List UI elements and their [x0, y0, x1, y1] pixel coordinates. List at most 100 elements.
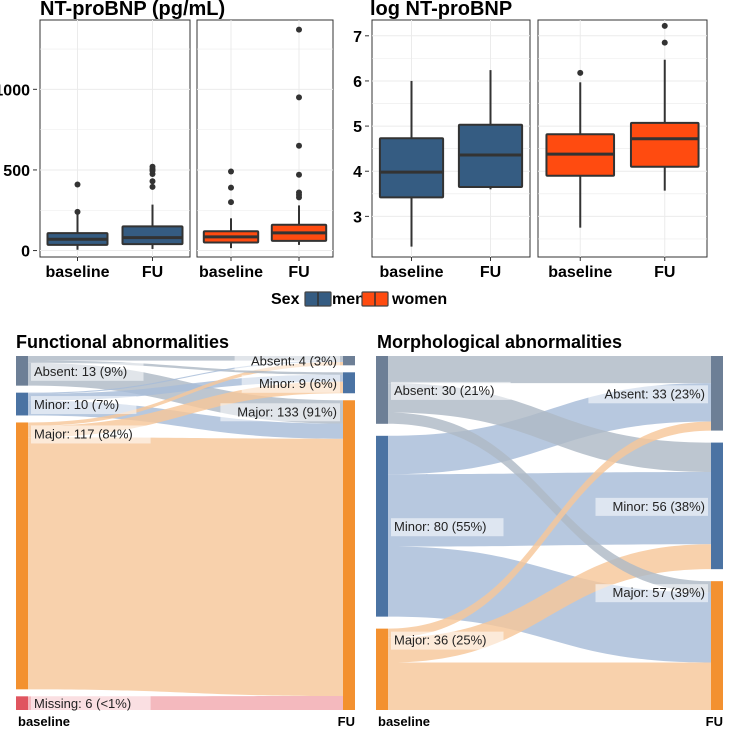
y-tick-label-1: 4: [353, 164, 362, 181]
outlier-point-men-FU-1: [149, 178, 156, 185]
box-men-FU: [121, 225, 184, 246]
label-bg-fu-minor: [241, 374, 340, 393]
label-baseline-major: Major: 117 (84%): [34, 426, 133, 441]
outlier-point-women-baseline-1: [228, 184, 234, 191]
outlier-point-women-FU-2: [296, 189, 302, 196]
panel-women: [196, 19, 334, 258]
label-bg-fu-absent: [234, 352, 340, 371]
boxplot-log-ntprobnp: 3 4 5 6 7 baseline FU baseline FU: [353, 19, 708, 281]
label-bg-fu-major: [220, 403, 340, 422]
label-fu-absent: Absent: 33 (23%): [605, 386, 705, 401]
y-tick-label-1: 500: [3, 163, 30, 180]
node-baseline-minor: [376, 435, 388, 617]
outlier-point-women-baseline-0: [228, 199, 234, 206]
node-baseline-major: [16, 422, 28, 690]
node-baseline-minor: [16, 392, 28, 416]
node-fu-major: [711, 581, 723, 710]
node-baseline-missing: [16, 696, 28, 710]
label-bg-baseline-major: [31, 425, 151, 444]
chart-title-functional: Functional abnormalities: [16, 332, 229, 352]
panel-men: [39, 19, 191, 258]
x-tick-label-men-FU: FU: [142, 264, 163, 281]
outlier-point-men-FU-5: [149, 163, 156, 170]
outlier-point-women-FU-6: [296, 26, 302, 33]
label-bg-baseline-missing: [31, 695, 151, 714]
outlier-point-men-baseline-1: [74, 181, 81, 188]
node-fu-major: [343, 400, 355, 710]
y-tick-label-3: 6: [353, 74, 362, 91]
outlier-point-women-FU-3: [296, 171, 302, 178]
x-tick-label-women-baseline: baseline: [199, 264, 263, 281]
flow-absent-to-major: [388, 412, 711, 593]
label-baseline-major: Major: 36 (25%): [394, 633, 486, 648]
node-fu-absent: [711, 356, 723, 431]
y-tick-label-0: 3: [353, 209, 362, 226]
legend: Sex men women: [271, 291, 447, 308]
axis-label-fu: FU: [338, 714, 355, 729]
label-baseline-absent: Absent: 13 (9%): [34, 364, 127, 379]
axis-label-baseline: baseline: [378, 714, 430, 729]
label-bg-baseline-minor: [31, 396, 137, 415]
y-tick-label-2: 1000: [0, 82, 30, 99]
node-fu-absent: [343, 356, 355, 366]
label-baseline-minor: Minor: 10 (7%): [34, 397, 119, 412]
y-tick-label-4: 7: [353, 29, 362, 46]
x-tick-label-men-baseline: baseline: [379, 264, 443, 281]
label-fu-major: Major: 57 (39%): [613, 585, 705, 600]
node-fu-minor: [711, 442, 723, 570]
legend-title: Sex: [271, 291, 300, 308]
label-baseline-minor: Minor: 80 (55%): [394, 519, 486, 534]
label-bg-fu-major: [595, 584, 708, 603]
legend-label-men: men: [332, 291, 365, 308]
axis-label-baseline: baseline: [18, 714, 70, 729]
flow-major-to-minor: [28, 381, 343, 438]
label-bg-fu-minor: [595, 497, 708, 516]
flow-major-to-absent: [388, 421, 711, 638]
outlier-point-women-FU-5: [296, 94, 302, 101]
label-bg-baseline-major: [391, 631, 504, 650]
box-men-baseline: [378, 137, 445, 199]
label-fu-minor: Minor: 9 (6%): [259, 376, 337, 391]
flow-minor-to-absent: [28, 360, 343, 394]
flow-major-to-major: [388, 662, 711, 710]
chart-title-ntprobnp: NT-proBNP (pg/mL): [40, 0, 225, 20]
boxplot-ntprobnp: 0 500 1000 baseline FU baseline FU: [0, 19, 334, 281]
box-women-FU: [629, 121, 700, 168]
outlier-point-women-FU-0: [661, 39, 668, 46]
flow-major-to-major: [28, 437, 343, 697]
outlier-point-men-FU-0: [149, 183, 156, 190]
label-bg-fu-absent: [588, 385, 708, 404]
outlier-point-women-baseline-2: [228, 168, 234, 175]
node-fu-minor: [343, 372, 355, 394]
outlier-point-men-baseline-0: [74, 208, 81, 215]
node-baseline-absent: [16, 356, 28, 386]
y-tick-label-0: 0: [21, 244, 30, 261]
x-tick-label-women-FU: FU: [654, 264, 675, 281]
sankey-functional: Absent: 13 (9%) Minor: 10 (7%) Major: 117 …: [16, 352, 355, 729]
x-tick-label-men-baseline: baseline: [45, 264, 109, 281]
outlier-point-women-FU-1: [661, 22, 668, 29]
axis-label-fu: FU: [706, 714, 723, 729]
flow-major-to-absent: [28, 361, 343, 426]
flow-absent-to-absent: [388, 356, 711, 384]
label-baseline-missing: Missing: 6 (<1%): [34, 696, 131, 711]
y-tick-label-2: 5: [353, 119, 362, 136]
outlier-point-women-FU-4: [296, 142, 302, 149]
label-baseline-absent: Absent: 30 (21%): [394, 383, 494, 398]
x-tick-label-men-FU: FU: [480, 264, 501, 281]
label-fu-absent: Absent: 4 (3%): [251, 354, 337, 369]
label-bg-baseline-absent: [31, 362, 144, 381]
chart-title-log-ntprobnp: log NT-proBNP: [370, 0, 512, 20]
chart-title-morphological: Morphological abnormalities: [377, 332, 622, 352]
label-bg-baseline-minor: [391, 518, 504, 537]
label-fu-major: Major: 133 (91%): [237, 404, 337, 419]
x-tick-label-women-FU: FU: [288, 264, 309, 281]
sankey-morphological: Absent: 30 (21%) Minor: 80 (55%) Major: 36…: [376, 356, 723, 729]
node-baseline-absent: [376, 356, 388, 424]
x-tick-label-women-baseline: baseline: [548, 264, 612, 281]
label-bg-baseline-absent: [391, 381, 511, 400]
label-fu-minor: Minor: 56 (38%): [613, 499, 705, 514]
legend-label-women: women: [391, 291, 447, 308]
node-baseline-major: [376, 628, 388, 710]
